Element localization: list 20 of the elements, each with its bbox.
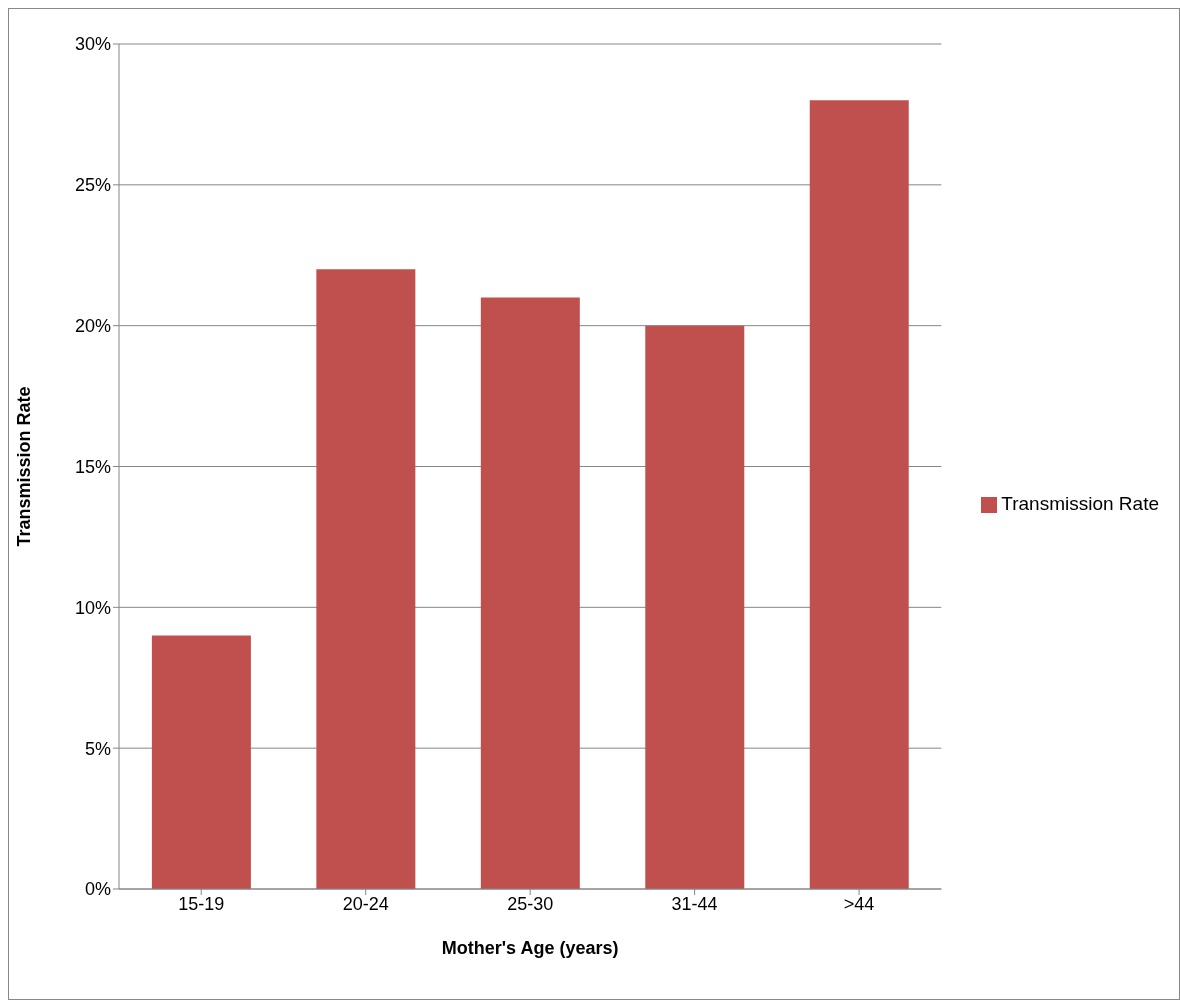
- bar: [645, 325, 745, 889]
- x-tick-label: 20-24: [342, 893, 389, 914]
- y-axis-title: Transmission Rate: [14, 386, 35, 547]
- legend-label: Transmission Rate: [1001, 493, 1159, 514]
- bar: [809, 100, 909, 889]
- y-tick-label: 0%: [84, 879, 111, 900]
- y-tick-label: 20%: [74, 316, 111, 337]
- y-tick-label: 10%: [74, 597, 111, 618]
- y-tick-label: 5%: [84, 738, 111, 759]
- x-tick-label: 25-30: [507, 893, 554, 914]
- x-tick-label: 31-44: [671, 893, 718, 914]
- bar: [151, 635, 251, 889]
- x-tick-label: 15-19: [178, 893, 225, 914]
- y-tick-label: 30%: [74, 34, 111, 55]
- bar: [316, 269, 416, 889]
- x-axis-title: Mother's Age (years): [441, 938, 619, 958]
- y-tick-label: 15%: [74, 456, 111, 477]
- x-tick-label: >44: [843, 893, 875, 914]
- y-tick-label: 25%: [74, 175, 111, 196]
- bar: [480, 297, 580, 889]
